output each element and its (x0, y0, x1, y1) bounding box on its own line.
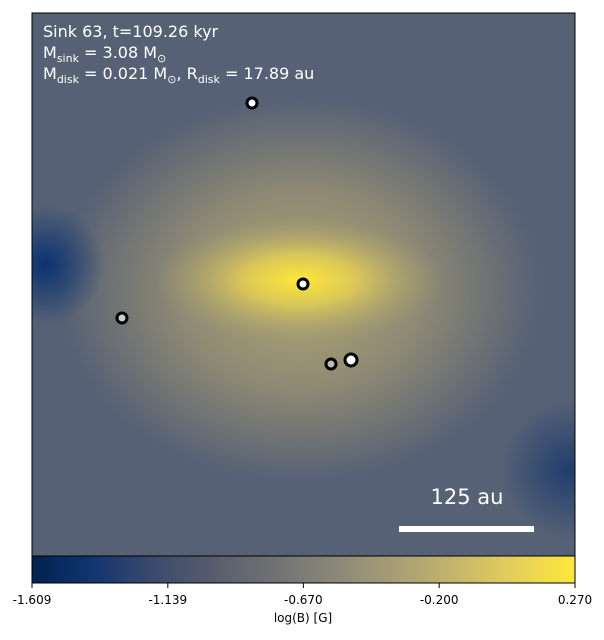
colorbar (31, 555, 576, 584)
colorbar-label: log(B) [G] (274, 611, 332, 625)
colorbar-tick-label: -1.609 (13, 593, 52, 607)
scale-bar-label: 125 au (431, 485, 504, 509)
colorbar-tick-label: -1.139 (148, 593, 187, 607)
annotation: Mdisk = 0.021 M⊙, Rdisk = 17.89 au (43, 64, 314, 86)
colorbar-tick-label: -0.670 (284, 593, 323, 607)
annotation: Msink = 3.08 M⊙ (43, 43, 166, 65)
annotation: Sink 63, t=109.26 kyr (43, 22, 219, 41)
sink (245, 96, 259, 110)
colorbar-tick-label: -0.200 (420, 593, 459, 607)
colorbar-tick-label: 0.270 (558, 593, 592, 607)
sink (296, 277, 310, 291)
sink (343, 352, 359, 368)
sink (115, 311, 129, 325)
sink (324, 357, 338, 371)
sinks (115, 96, 359, 371)
